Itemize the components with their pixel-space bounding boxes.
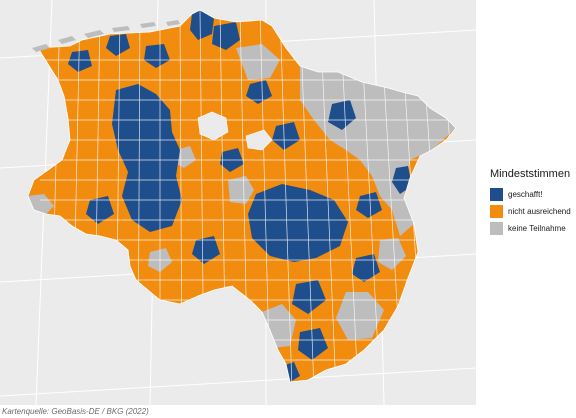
grey-region xyxy=(236,44,280,80)
blue-region xyxy=(106,34,130,56)
legend-label: nicht ausreichend xyxy=(508,207,571,216)
legend-swatch xyxy=(490,188,503,201)
legend-label: geschafft! xyxy=(508,190,543,199)
map-panel xyxy=(0,0,476,405)
blue-region xyxy=(328,100,356,130)
islands xyxy=(32,20,180,52)
blue-region xyxy=(112,84,182,232)
blue-region xyxy=(86,196,114,224)
island xyxy=(84,30,104,38)
legend-swatch xyxy=(490,205,503,218)
island xyxy=(166,20,180,26)
blue-region xyxy=(212,22,240,50)
island xyxy=(112,26,130,32)
grey-region xyxy=(228,176,254,204)
legend: Mindeststimmen geschafft! nicht ausreich… xyxy=(490,168,576,237)
bremen-enclave xyxy=(245,129,273,151)
legend-swatch xyxy=(490,222,503,235)
island xyxy=(140,22,156,28)
blue-region xyxy=(298,328,328,360)
blue-regions xyxy=(68,10,412,382)
blue-region xyxy=(246,80,272,104)
lake-duemmer-area xyxy=(197,111,229,141)
blue-region xyxy=(356,192,382,218)
grey-region xyxy=(28,194,54,214)
island xyxy=(32,44,50,52)
legend-item-geschafft: geschafft! xyxy=(490,186,576,203)
blue-region xyxy=(272,122,300,150)
blue-region xyxy=(192,236,220,264)
blue-region xyxy=(144,44,170,68)
map xyxy=(0,0,476,405)
blue-region xyxy=(292,280,326,314)
municipalities xyxy=(28,10,456,382)
blue-region xyxy=(248,184,348,262)
legend-item-nicht-ausreichend: nicht ausreichend xyxy=(490,203,576,220)
grey-region xyxy=(336,292,384,340)
grey-region xyxy=(378,238,406,270)
island xyxy=(58,36,76,44)
legend-item-keine-teilnahme: keine Teilnahme xyxy=(490,220,576,237)
blue-region xyxy=(190,10,214,40)
map-source-caption: Kartenquelle: GeoBasis-DE / BKG (2022) xyxy=(2,407,149,416)
state-outline xyxy=(27,9,457,383)
blue-region xyxy=(68,50,92,72)
legend-label: keine Teilnahme xyxy=(508,224,566,233)
legend-title: Mindeststimmen xyxy=(490,168,571,180)
